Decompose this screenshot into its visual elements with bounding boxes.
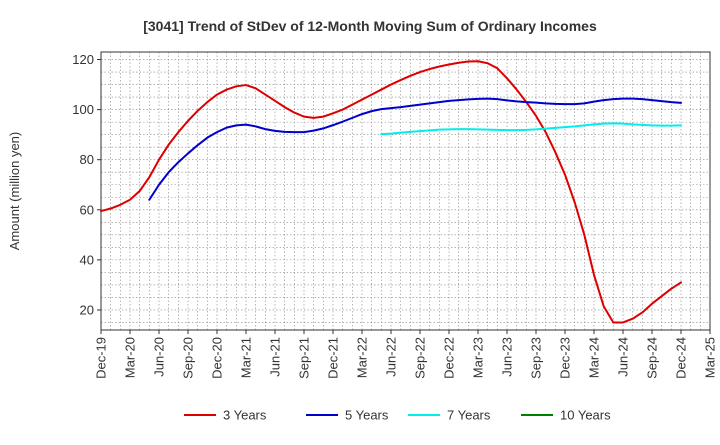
x-tick-label: Mar-23 bbox=[471, 337, 486, 378]
x-tick-label: Sep-20 bbox=[181, 337, 196, 379]
grid-layer bbox=[100, 52, 711, 330]
x-tick-label: Sep-22 bbox=[413, 337, 428, 379]
x-tick-label: Jun-21 bbox=[268, 337, 283, 377]
chart-title: [3041] Trend of StDev of 12-Month Moving… bbox=[143, 18, 597, 34]
x-tick-label: Dec-19 bbox=[94, 337, 109, 379]
x-tick-label: Sep-24 bbox=[645, 337, 660, 379]
plot-frame bbox=[100, 51, 711, 331]
legend-label-10-years: 10 Years bbox=[560, 408, 611, 423]
series-line-5-years bbox=[148, 97, 682, 201]
x-tick-label: Dec-24 bbox=[674, 337, 689, 379]
y-tick-label: 120 bbox=[72, 52, 94, 67]
series-layer bbox=[100, 60, 682, 324]
axis-layer: 20 40 60 80 100 120 Dec-19 Mar-20 Jun-20 Sep-20 De… bbox=[72, 51, 718, 379]
y-tick-label: 60 bbox=[80, 202, 94, 217]
series-line-3-years bbox=[100, 60, 682, 324]
y-tick-label: 20 bbox=[80, 302, 94, 317]
x-tick-label: Jun-24 bbox=[616, 337, 631, 377]
x-tick-label: Mar-22 bbox=[355, 337, 370, 378]
x-tick-label: Mar-20 bbox=[123, 337, 138, 378]
x-tick-label: Jun-20 bbox=[152, 337, 167, 377]
x-tick-label: Dec-22 bbox=[442, 337, 457, 379]
y-tick-label: 100 bbox=[72, 102, 94, 117]
x-tick-label: Sep-23 bbox=[529, 337, 544, 379]
legend-label-3-years: 3 Years bbox=[223, 408, 267, 423]
x-tick-label: Jun-23 bbox=[500, 337, 515, 377]
x-tick-label: Mar-24 bbox=[587, 337, 602, 378]
y-axis-label: Amount (million yen) bbox=[7, 132, 22, 251]
x-tick-label: Sep-21 bbox=[297, 337, 312, 379]
x-tick-label: Mar-21 bbox=[239, 337, 254, 378]
series-line-7-years bbox=[380, 122, 682, 136]
y-tick-label: 40 bbox=[80, 252, 94, 267]
y-tick-label: 80 bbox=[80, 152, 94, 167]
plot-area bbox=[101, 52, 710, 330]
legend-label-5-years: 5 Years bbox=[345, 408, 389, 423]
x-tick-label: Dec-21 bbox=[326, 337, 341, 379]
x-tick-label: Jun-22 bbox=[384, 337, 399, 377]
x-tick-label: Dec-23 bbox=[558, 337, 573, 379]
x-tick-label: Dec-20 bbox=[210, 337, 225, 379]
x-tick-label: Mar-25 bbox=[703, 337, 718, 378]
legend: 3 Years 5 Years 7 Years 10 Years bbox=[184, 408, 611, 423]
legend-label-7-years: 7 Years bbox=[447, 408, 491, 423]
